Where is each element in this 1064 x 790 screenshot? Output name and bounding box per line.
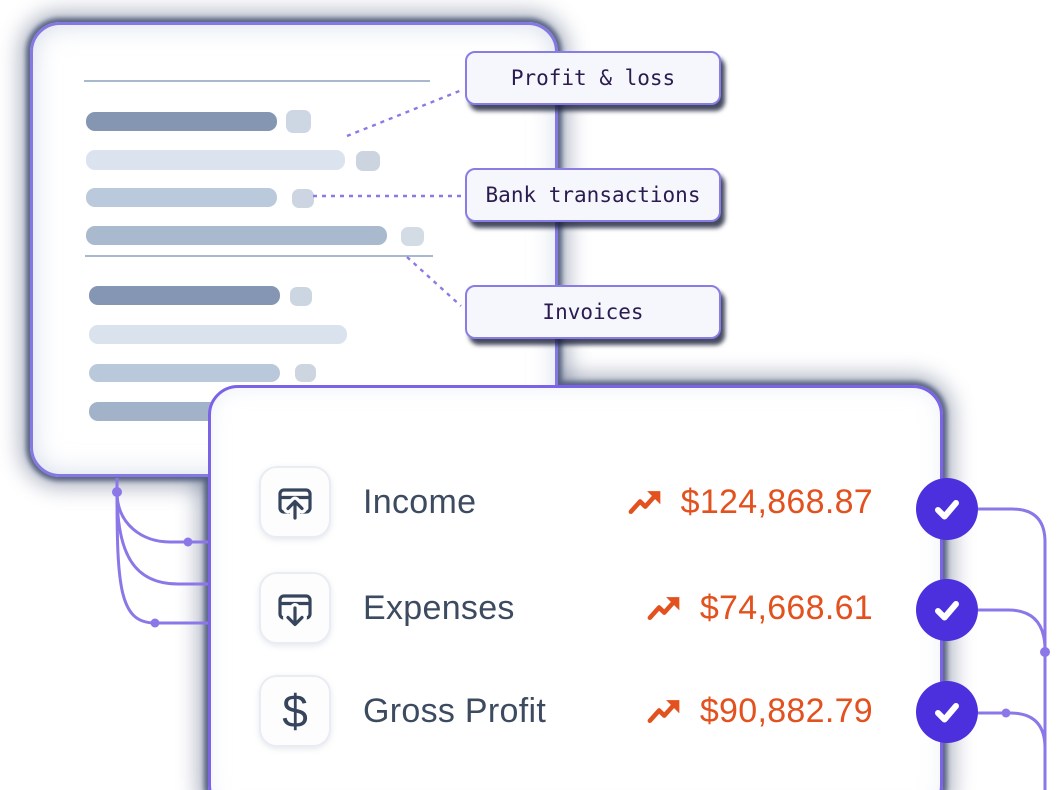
- row-label: Expenses: [363, 588, 515, 627]
- expenses-icon-box: [259, 572, 331, 644]
- row-label: Income: [363, 482, 477, 521]
- checkmark-icon: [935, 601, 959, 621]
- card-arrow-up-icon: [278, 488, 312, 523]
- row-value: $74,668.61: [699, 588, 873, 627]
- row-label: Gross Profit: [363, 691, 547, 730]
- skeleton-bar: [89, 325, 347, 344]
- skeleton-bar: [86, 188, 277, 207]
- skeleton-bar: [89, 286, 280, 305]
- skeleton-chip: [401, 227, 424, 246]
- income-icon-box: [259, 466, 331, 538]
- row-value: $124,868.87: [680, 482, 873, 521]
- callout-label: Bank transactions: [485, 183, 701, 207]
- trending-up-icon: [647, 700, 680, 724]
- callout-label: Invoices: [542, 300, 644, 324]
- card-arrow-down-icon: [278, 594, 312, 630]
- financial-summary-card: Income $124,868.87 Expenses: [208, 385, 943, 790]
- skeleton-chip: [290, 287, 312, 306]
- checkmark-icon: [935, 703, 959, 723]
- gross-profit-check-badge: [916, 681, 978, 743]
- skeleton-chip: [286, 110, 311, 133]
- row-value: $90,882.79: [699, 691, 873, 730]
- skeleton-chip: [295, 364, 316, 382]
- skeleton-bar: [89, 364, 280, 382]
- expenses-check-badge: [916, 579, 978, 641]
- trending-up-icon: [647, 597, 680, 621]
- callout-label: Profit & loss: [510, 66, 676, 90]
- checkmark-icon: [935, 500, 959, 520]
- skeleton-bar: [86, 226, 387, 245]
- gross-profit-icon-box: $: [259, 675, 331, 747]
- skeleton-bar: [86, 150, 345, 170]
- divider: [84, 80, 430, 82]
- divider: [85, 255, 433, 257]
- gross-profit-row: $ Gross Profit $90,882.79: [259, 675, 873, 747]
- income-check-badge: [916, 478, 978, 540]
- trending-up-icon: [628, 491, 660, 515]
- callout-invoices: Invoices: [465, 285, 721, 339]
- skeleton-chip: [356, 151, 380, 171]
- expenses-row: Expenses $74,668.61: [259, 572, 873, 644]
- callout-bank-transactions: Bank transactions: [465, 168, 721, 222]
- income-row: Income $124,868.87: [259, 466, 873, 538]
- skeleton-bar: [86, 112, 277, 131]
- callout-profit-loss: Profit & loss: [465, 51, 721, 105]
- skeleton-chip: [292, 189, 314, 208]
- dollar-icon: $: [282, 685, 308, 737]
